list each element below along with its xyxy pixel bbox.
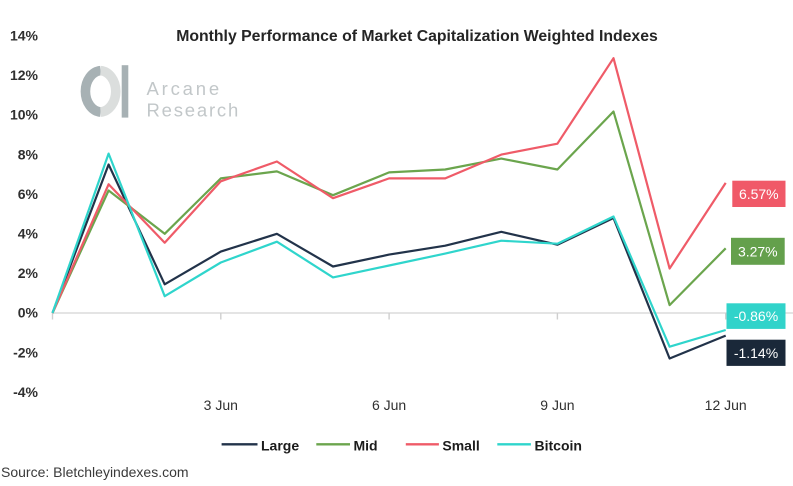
- svg-text:Source: Bletchleyindexes.com: Source: Bletchleyindexes.com: [1, 464, 189, 480]
- svg-text:12 Jun: 12 Jun: [705, 397, 747, 413]
- svg-text:8%: 8%: [18, 146, 39, 162]
- svg-text:2%: 2%: [18, 265, 39, 281]
- svg-text:9 Jun: 9 Jun: [540, 397, 574, 413]
- svg-text:Arcane: Arcane: [147, 78, 222, 99]
- svg-text:6 Jun: 6 Jun: [372, 397, 406, 413]
- svg-text:Mid: Mid: [354, 438, 378, 454]
- svg-text:14%: 14%: [10, 28, 39, 44]
- svg-text:0%: 0%: [18, 305, 39, 321]
- svg-text:Small: Small: [442, 438, 479, 454]
- svg-text:-1.14%: -1.14%: [734, 345, 778, 361]
- svg-text:Research: Research: [147, 100, 241, 121]
- svg-text:Large: Large: [261, 438, 299, 454]
- svg-text:-4%: -4%: [13, 384, 38, 400]
- svg-text:-2%: -2%: [13, 344, 38, 360]
- svg-text:Monthly Performance of Market: Monthly Performance of Market Capitaliza…: [176, 28, 658, 45]
- svg-text:4%: 4%: [18, 226, 39, 242]
- svg-text:-0.86%: -0.86%: [734, 308, 778, 324]
- svg-text:3.27%: 3.27%: [738, 243, 778, 259]
- svg-text:12%: 12%: [10, 67, 39, 83]
- svg-text:6.57%: 6.57%: [739, 186, 779, 202]
- svg-text:3 Jun: 3 Jun: [204, 397, 238, 413]
- svg-text:Bitcoin: Bitcoin: [535, 438, 582, 454]
- svg-text:10%: 10%: [10, 107, 39, 123]
- svg-text:6%: 6%: [18, 186, 39, 202]
